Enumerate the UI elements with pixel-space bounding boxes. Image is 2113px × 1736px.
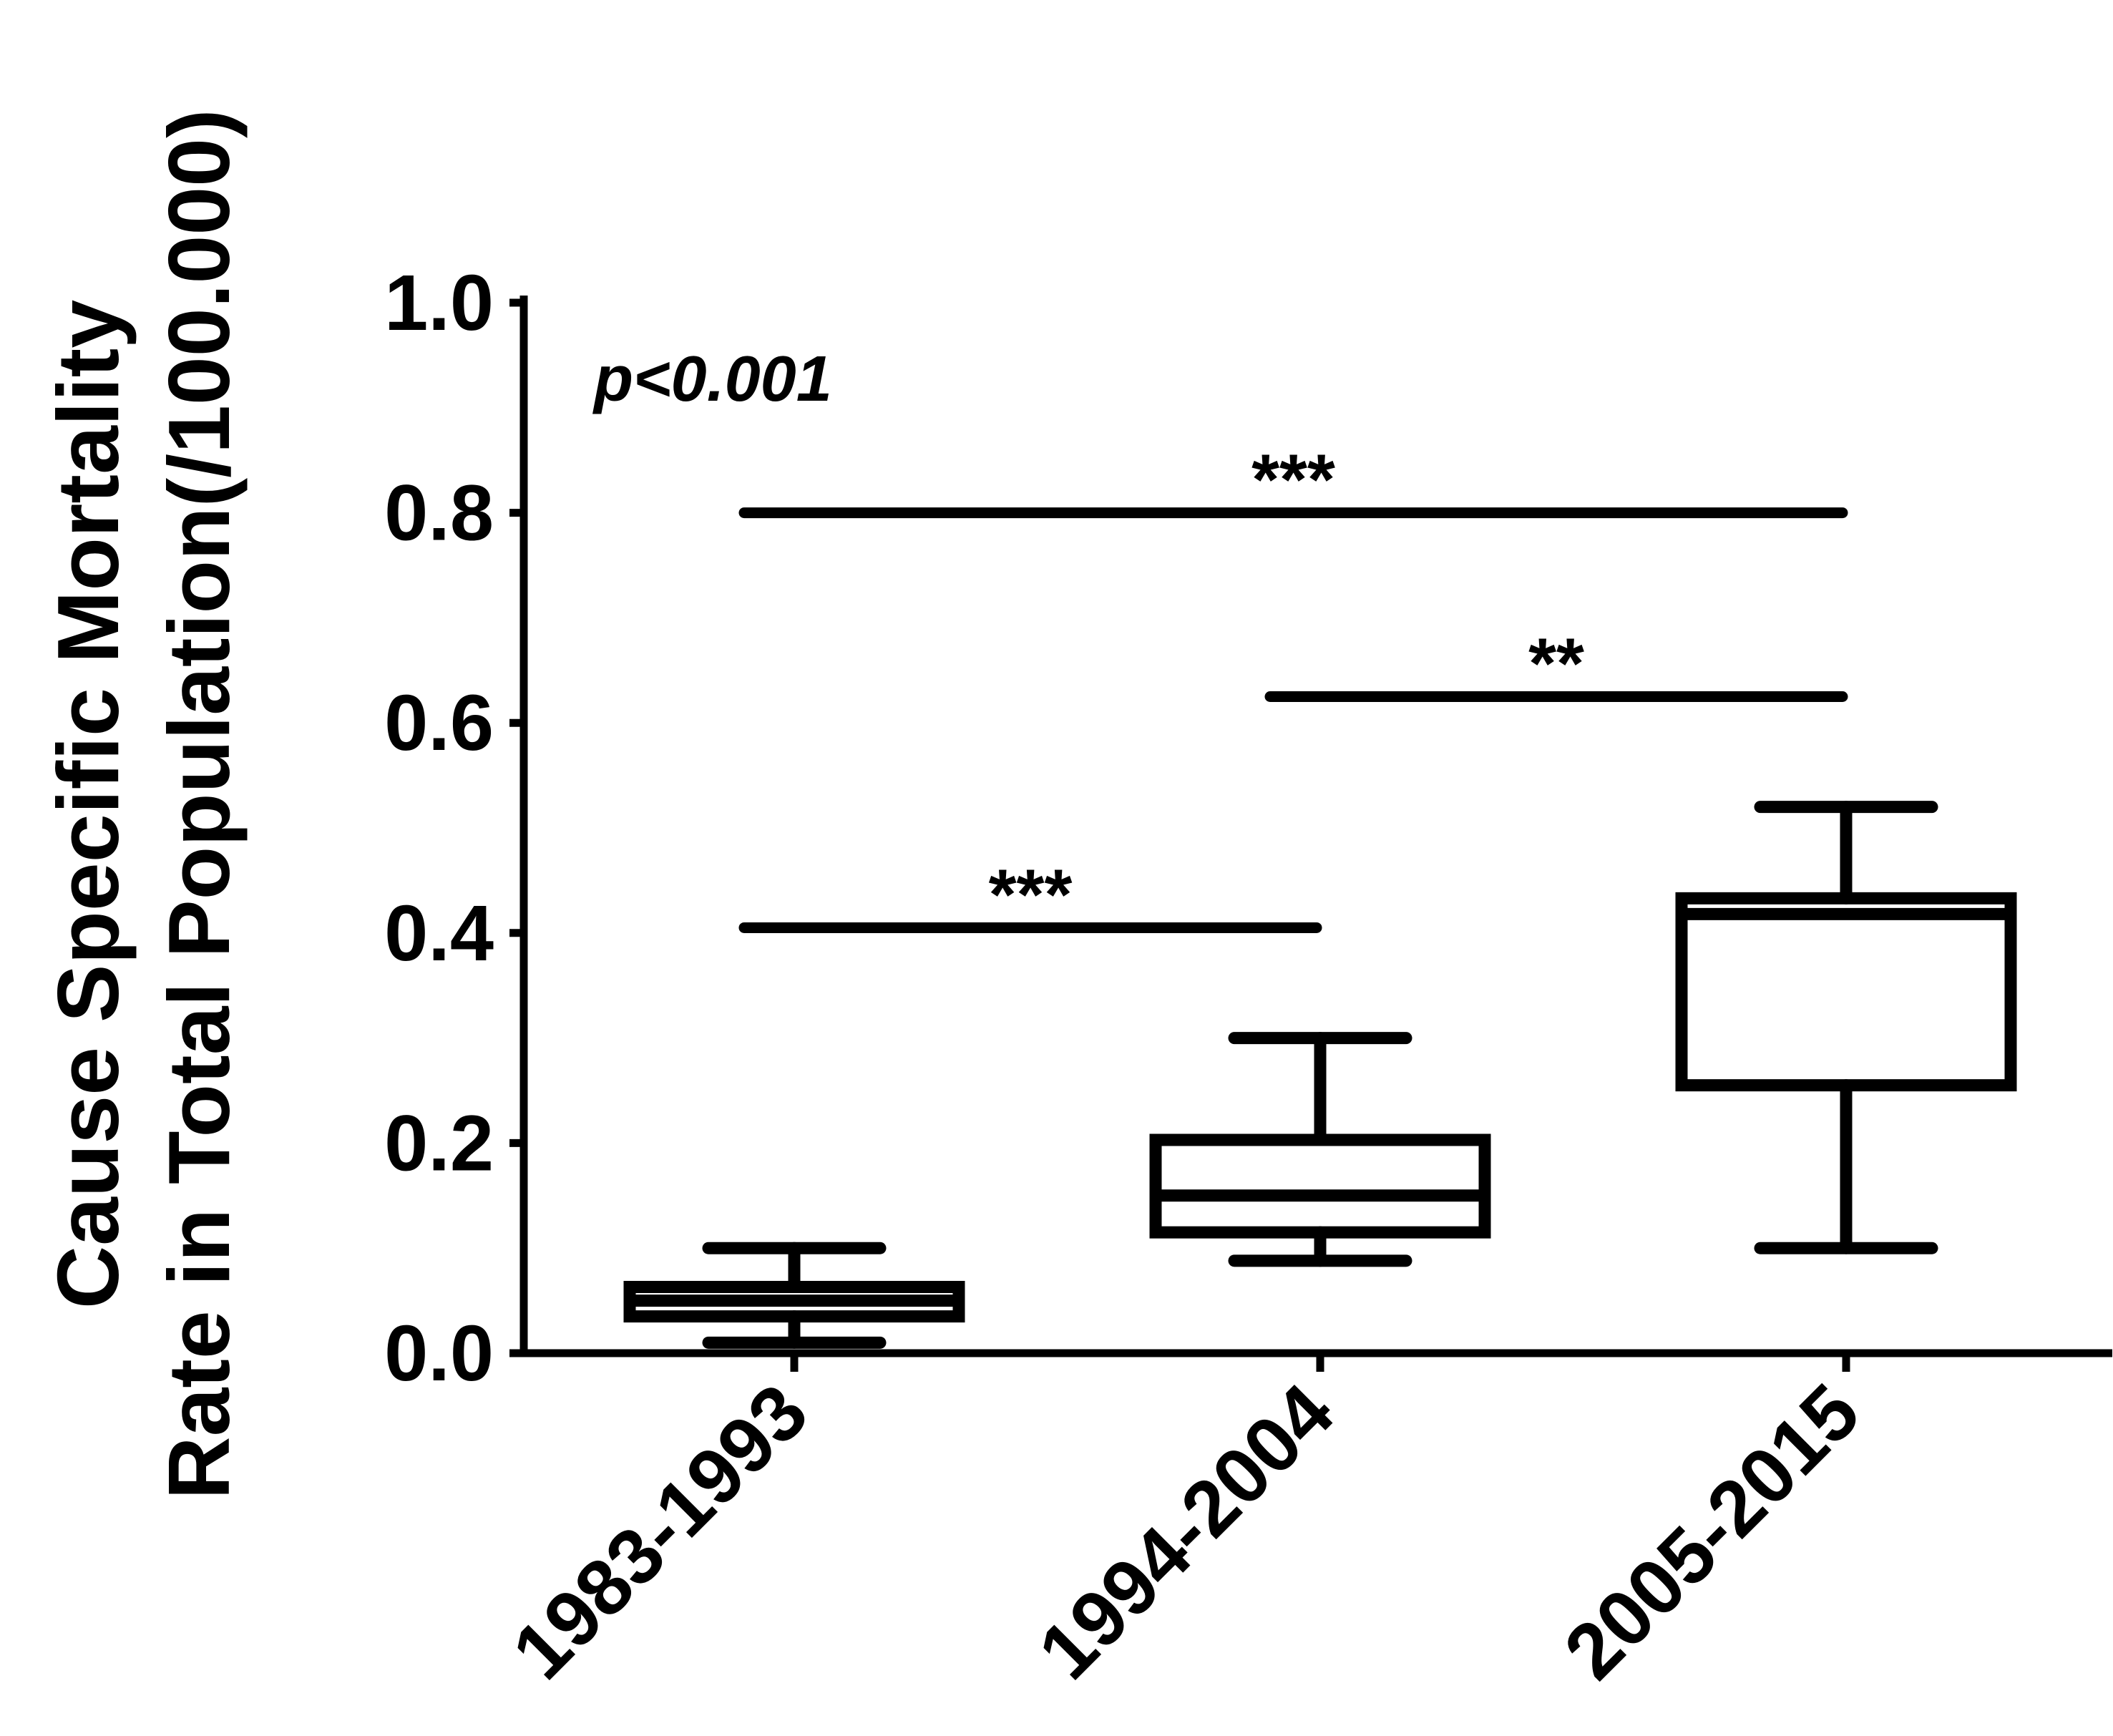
significance-brackets: ******** xyxy=(738,440,1848,935)
y-tick-label: 0.2 xyxy=(384,1099,494,1187)
significance-stars: *** xyxy=(989,854,1073,935)
significance-stars: ** xyxy=(1528,624,1584,704)
box-1983-1993 xyxy=(623,1242,965,1349)
x-tick-label: 1994-2004 xyxy=(1022,1367,1350,1696)
iqr-box xyxy=(1675,892,2017,1092)
p-value-annotation: p<0.001 xyxy=(592,343,832,415)
y-tick-label: 0.6 xyxy=(384,679,494,767)
x-tick-label: 1983-1993 xyxy=(496,1367,824,1696)
y-axis-title-line1: Cause Specific Mortality xyxy=(39,300,137,1309)
x-tick-label: 2005-2015 xyxy=(1548,1367,1876,1696)
y-axis-title-line2: Rate in Total Population(/100.000) xyxy=(150,109,248,1499)
y-tick-label: 0.8 xyxy=(384,469,494,557)
y-tick-label: 0.4 xyxy=(384,889,494,977)
y-tick-label: 1.0 xyxy=(384,259,494,347)
x-ticks: 1983-1993 1994-2004 2005-2015 xyxy=(496,1353,1876,1696)
box-2005-2015 xyxy=(1675,801,2017,1254)
box-1994-2004 xyxy=(1149,1032,1491,1267)
y-tick-label: 0.0 xyxy=(384,1310,494,1398)
boxes xyxy=(623,801,2017,1349)
significance-stars: *** xyxy=(1251,440,1335,520)
iqr-box xyxy=(1149,1133,1491,1239)
y-ticks: 0.0 0.2 0.4 0.6 0.8 1.0 xyxy=(384,259,527,1398)
